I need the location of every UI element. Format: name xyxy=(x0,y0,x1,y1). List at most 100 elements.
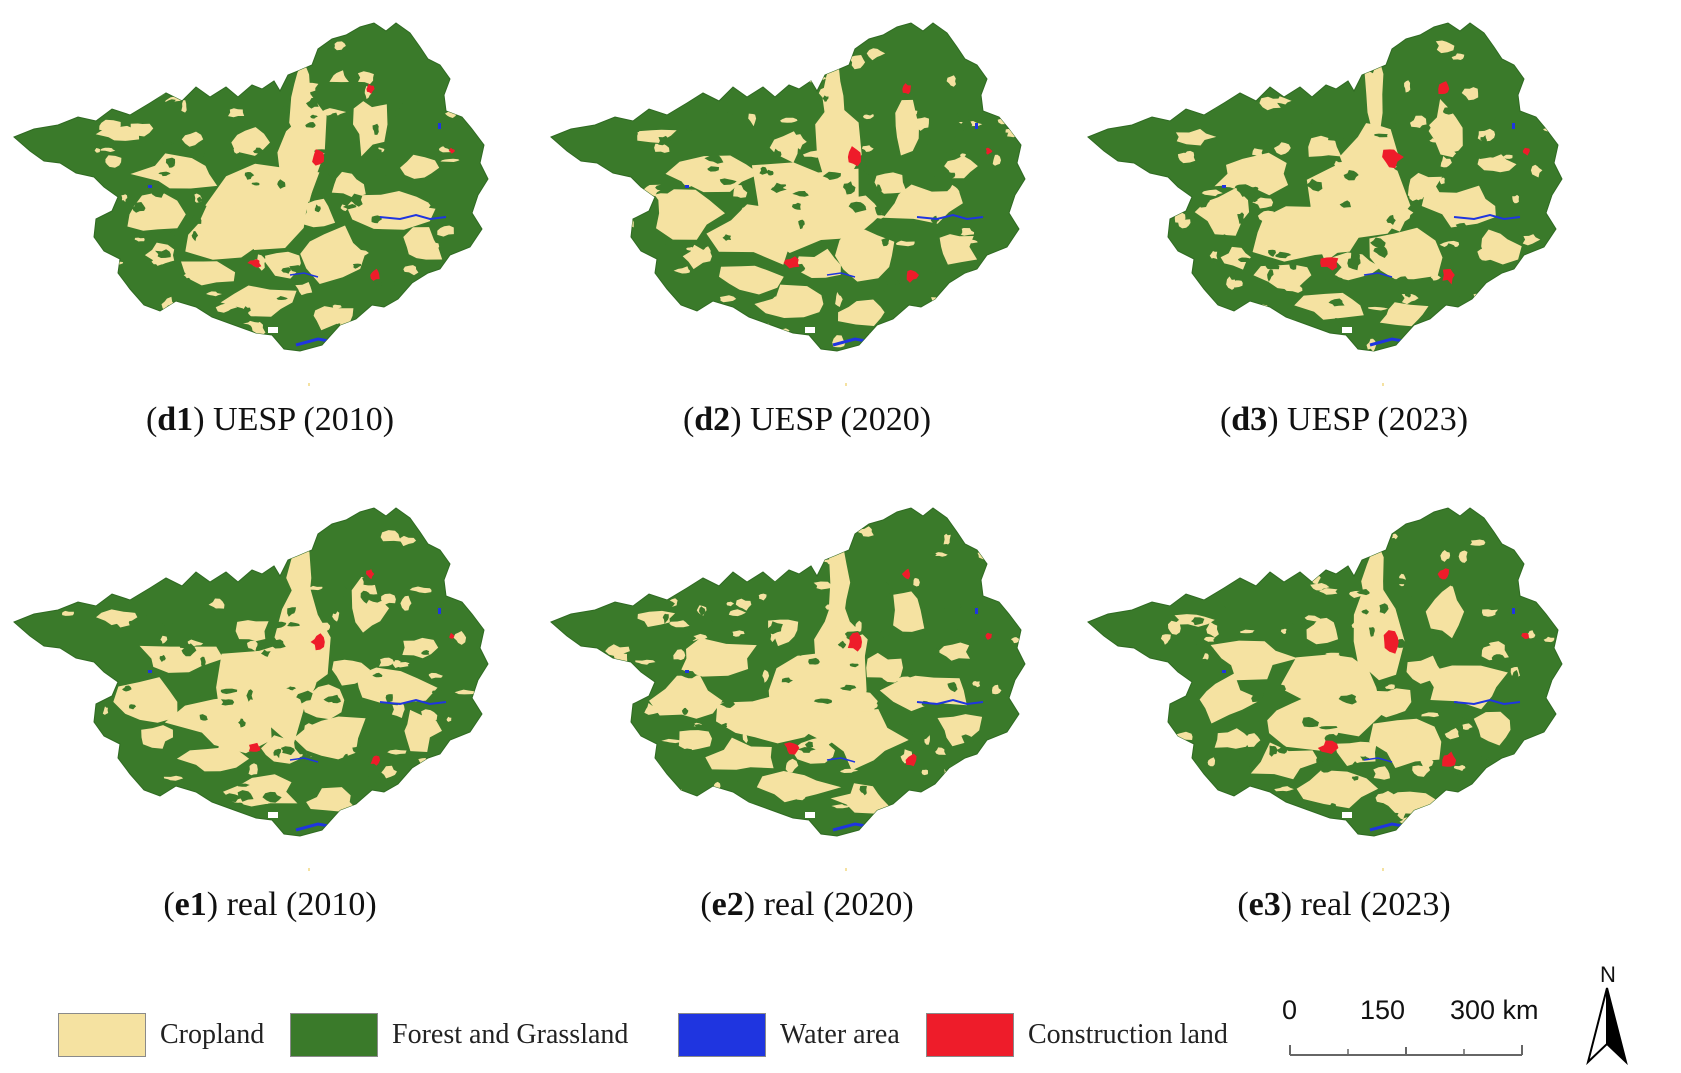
forest-patch xyxy=(707,166,720,172)
forest-patch xyxy=(253,147,265,155)
cropland-patch xyxy=(704,552,718,560)
cropland-patch xyxy=(1334,160,1344,168)
legend-label: Forest and Grassland xyxy=(392,1019,629,1050)
forest-patch xyxy=(952,147,958,153)
water-body xyxy=(685,670,689,673)
forest-patch xyxy=(246,689,253,702)
cropland-patch xyxy=(706,204,810,265)
forest-patch xyxy=(1330,803,1337,809)
forest-patch xyxy=(700,112,709,118)
cropland-patch xyxy=(1453,765,1466,771)
panel-caption: (d2) UESP (2020) xyxy=(682,401,932,438)
cropland-patch xyxy=(1214,728,1251,749)
forest-patch xyxy=(837,640,847,649)
forest-patch xyxy=(1338,694,1357,705)
cropland-patch xyxy=(947,184,960,198)
cropland-patch xyxy=(1361,543,1384,609)
cropland-patch xyxy=(840,768,859,773)
forest-patch xyxy=(1328,298,1345,307)
forest-patch xyxy=(1267,269,1274,282)
panel-caption-text: real (2010) xyxy=(218,886,377,923)
cropland-patch xyxy=(1251,648,1269,654)
forest-patch xyxy=(673,314,688,321)
forest-patch xyxy=(955,226,963,235)
forest-patch xyxy=(401,790,407,803)
cropland-patch xyxy=(102,706,109,715)
forest-patch xyxy=(950,629,962,639)
cropland-patch xyxy=(120,527,133,534)
cropland-patch xyxy=(380,530,402,542)
cropland-patch xyxy=(299,604,308,620)
forest-patch xyxy=(1289,259,1297,270)
cropland-patch xyxy=(1439,177,1445,185)
map-e1 xyxy=(13,507,489,871)
cropland-patch xyxy=(1534,89,1553,96)
forest-patch xyxy=(1445,574,1456,587)
cropland-patch xyxy=(1430,274,1441,281)
forest-patch xyxy=(1454,150,1468,156)
cropland-patch xyxy=(1473,711,1511,746)
cropland-patch xyxy=(1201,189,1223,197)
cropland-patch xyxy=(768,79,785,91)
water-body xyxy=(975,608,978,614)
forest-patch xyxy=(251,182,260,186)
construction-patch xyxy=(902,83,911,95)
cropland-patch xyxy=(89,265,106,271)
cropland-patch xyxy=(898,121,914,135)
forest-patch xyxy=(310,114,318,119)
forest-patch xyxy=(374,147,382,160)
no-data-patch xyxy=(1342,812,1352,818)
forest-patch xyxy=(862,164,876,176)
cropland-patch xyxy=(1172,193,1180,206)
cropland-patch xyxy=(353,101,388,157)
forest-patch xyxy=(1237,212,1245,224)
cropland-patch xyxy=(726,601,735,607)
cropland-patch xyxy=(160,529,178,541)
cropland-patch xyxy=(669,620,690,628)
forest-patch xyxy=(822,171,841,180)
forest-patch xyxy=(314,204,321,213)
forest-patch xyxy=(1500,803,1508,811)
forest-patch xyxy=(1409,211,1417,223)
forest-patch xyxy=(200,656,206,668)
forest-patch xyxy=(318,582,337,589)
construction-patch xyxy=(793,826,805,834)
cropland-patch xyxy=(342,722,360,738)
map-d2 xyxy=(550,22,1026,386)
cropland-patch xyxy=(741,205,764,216)
cropland-patch xyxy=(229,530,239,535)
cropland-patch xyxy=(686,247,694,251)
cropland-patch xyxy=(248,763,258,776)
forest-patch xyxy=(394,769,404,780)
forest-patch xyxy=(896,717,913,729)
forest-patch xyxy=(253,317,275,322)
cropland-patch xyxy=(1325,652,1341,657)
cropland-patch xyxy=(1530,253,1548,264)
cropland-patch xyxy=(289,60,311,137)
cropland-patch xyxy=(105,155,122,168)
map-panel-d1: (d1) UESP (2010) xyxy=(0,5,540,475)
forest-patch xyxy=(1198,323,1217,327)
cropland-patch xyxy=(396,813,402,818)
forest-patch xyxy=(273,748,282,759)
water-body xyxy=(916,698,984,706)
scale-tick-label: 150 xyxy=(1360,995,1406,1025)
cropland-patch xyxy=(830,783,890,814)
cropland-patch xyxy=(1252,148,1263,157)
scale-line xyxy=(1289,1045,1523,1056)
forest-patch xyxy=(428,201,444,210)
cropland-patch xyxy=(181,100,187,113)
forest-patch xyxy=(296,690,313,704)
cropland-patch xyxy=(313,306,354,331)
cropland-patch xyxy=(208,598,225,609)
forest-patch xyxy=(1248,192,1258,203)
cropland-patch xyxy=(301,684,345,720)
forest-patch xyxy=(1386,214,1396,225)
forest-patch xyxy=(394,110,400,118)
cropland-patch xyxy=(1503,154,1513,159)
cropland-patch xyxy=(1368,49,1385,60)
forest-patch xyxy=(1443,319,1463,328)
forest-patch xyxy=(372,672,383,678)
cropland-patch xyxy=(1153,768,1161,780)
cropland-patch xyxy=(160,635,168,644)
